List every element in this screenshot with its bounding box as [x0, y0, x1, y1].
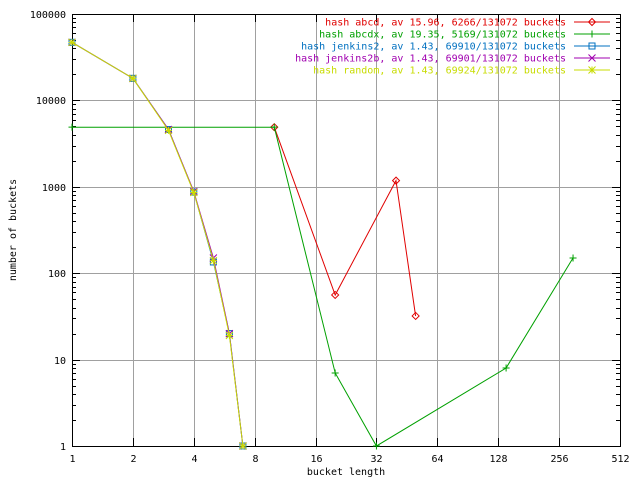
- series-line: [273, 127, 417, 317]
- legend-label: hash abcd, av 15.96, 6266/131072 buckets: [325, 18, 566, 29]
- data-point-marker: [330, 290, 340, 300]
- legend-entry: hash jenkins2, av 1.43, 69910/131072 buc…: [301, 42, 610, 53]
- x-tick-label: 64: [431, 454, 443, 465]
- legend: hash abcd, av 15.96, 6266/131072 buckets…: [295, 18, 610, 77]
- x-axis-label: bucket length: [307, 467, 385, 478]
- data-point-marker: [391, 176, 401, 185]
- x-tick-label: 256: [550, 454, 568, 465]
- series-group: [270, 122, 420, 321]
- data-point-marker: [588, 54, 596, 62]
- data-point-marker: [239, 442, 247, 450]
- data-point-marker: [331, 369, 339, 377]
- series-line: [71, 41, 244, 447]
- data-point-marker: [189, 188, 198, 197]
- x-tick-label: 32: [370, 454, 382, 465]
- legend-entry: hash abcdx, av 19.35, 5169/131072 bucket…: [319, 30, 610, 41]
- series-group: [68, 38, 247, 450]
- x-tick-label: 1: [69, 454, 75, 465]
- series-line: [71, 41, 244, 447]
- data-point-marker: [68, 38, 76, 47]
- y-tick-label: 1: [60, 442, 66, 453]
- data-point-marker: [587, 17, 597, 27]
- series-lines: [68, 38, 577, 450]
- series-line: [72, 126, 574, 447]
- series-group: [68, 123, 577, 450]
- x-tick-label: 2: [130, 454, 136, 465]
- x-tick-label: 128: [489, 454, 507, 465]
- axes: 1 2 4 8 16 32 64 128 256 512 1 10 100 1000 10000 100000: [30, 10, 630, 465]
- x-tick-label: 16: [310, 454, 322, 465]
- data-point-marker: [588, 42, 596, 50]
- data-point-marker: [129, 74, 137, 83]
- y-tick-label: 10: [54, 356, 66, 367]
- grid: [72, 14, 620, 446]
- y-tick-label: 1000: [42, 183, 66, 194]
- data-point-marker: [209, 256, 218, 265]
- data-point-marker: [502, 364, 510, 372]
- legend-label: hash jenkins2b, av 1.43, 69901/131072 bu…: [295, 54, 566, 65]
- y-tick-label: 10000: [36, 96, 66, 107]
- x-tick-label: 8: [252, 454, 258, 465]
- y-tick-label: 100000: [30, 10, 66, 21]
- x-tick-label: 512: [611, 454, 629, 465]
- data-point-marker: [225, 331, 234, 340]
- series-line: [71, 41, 244, 447]
- data-point-marker: [164, 126, 173, 135]
- legend-label: hash jenkins2, av 1.43, 69910/131072 buc…: [301, 42, 566, 53]
- x-tick-label: 4: [191, 454, 197, 465]
- plot-frame: [72, 14, 621, 447]
- legend-entry: hash jenkins2b, av 1.43, 69901/131072 bu…: [295, 54, 610, 65]
- data-point-marker: [411, 311, 420, 321]
- legend-label: hash abcdx, av 19.35, 5169/131072 bucket…: [319, 30, 566, 41]
- legend-label: hash random, av 1.43, 69924/131072 bucke…: [313, 66, 566, 77]
- data-point-marker: [372, 442, 380, 450]
- y-tick-label: 100: [48, 269, 66, 280]
- y-axis-label: number of buckets: [8, 179, 19, 281]
- data-point-marker: [588, 66, 596, 74]
- data-point-marker: [569, 254, 577, 262]
- data-point-marker: [588, 30, 596, 38]
- legend-entry: hash random, av 1.43, 69924/131072 bucke…: [313, 66, 610, 77]
- data-point-marker: [270, 123, 278, 131]
- data-point-marker: [68, 123, 76, 131]
- legend-entry: hash abcd, av 15.96, 6266/131072 buckets: [325, 18, 610, 29]
